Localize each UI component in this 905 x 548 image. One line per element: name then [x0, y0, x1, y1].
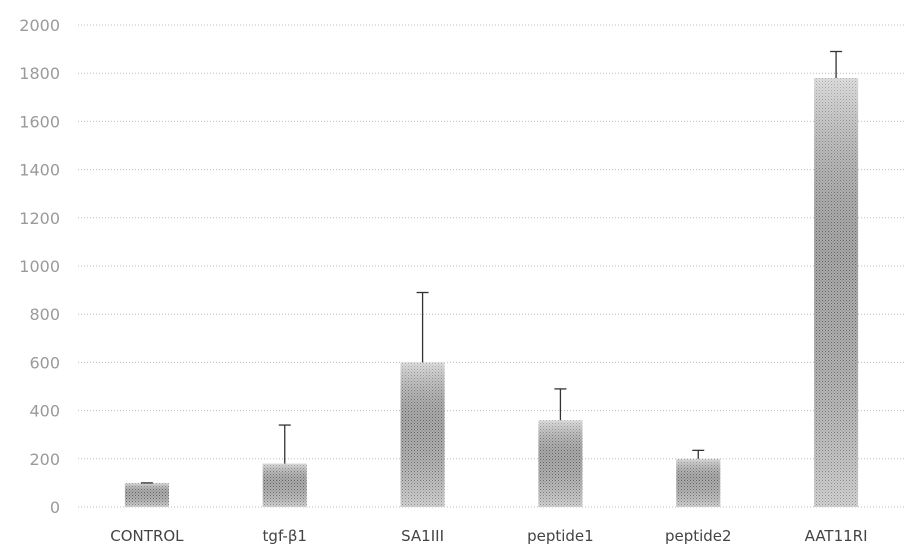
x-category-label: SA1III: [401, 527, 444, 545]
x-axis-category-labels: CONTROL tgf-β1 SA1III peptide1 peptide2 AAT11…: [110, 527, 867, 545]
error-bars: [140, 50, 843, 484]
gridlines: [78, 24, 905, 508]
bar: [124, 482, 169, 507]
y-tick-label: 1800: [19, 64, 60, 83]
x-category-label: peptide1: [527, 527, 594, 545]
y-tick-label: 1200: [19, 209, 60, 228]
error-bar: [278, 424, 291, 464]
x-category-label: AAT11RI: [805, 527, 868, 545]
y-tick-label: 400: [29, 402, 60, 421]
y-tick-label: 1400: [19, 161, 60, 180]
y-tick-label: 1600: [19, 112, 60, 131]
x-category-label: peptide2: [665, 527, 732, 545]
y-tick-label: 2000: [19, 16, 60, 35]
y-tick-label: 800: [29, 305, 60, 324]
bar-shading: [538, 420, 583, 507]
bar-shading: [400, 362, 445, 507]
error-bar: [416, 291, 429, 363]
bar: [400, 362, 445, 507]
y-tick-label: 0: [50, 498, 60, 517]
bar-shading: [124, 482, 169, 507]
y-axis-tick-labels: 0 200 400 600 800 1000 1200 1400 1600 1800 2000: [19, 16, 60, 517]
y-tick-label: 600: [29, 353, 60, 372]
bar: [538, 420, 583, 507]
bar: [676, 458, 721, 507]
bar: [262, 463, 307, 507]
error-bar: [692, 449, 705, 459]
x-category-label: CONTROL: [110, 527, 184, 545]
y-tick-label: 1000: [19, 257, 60, 276]
bar-shading: [676, 458, 721, 507]
y-tick-label: 200: [29, 450, 60, 469]
bar-shading: [262, 463, 307, 507]
error-bar: [554, 388, 567, 421]
x-category-label: tgf-β1: [263, 527, 307, 545]
bars: [124, 78, 859, 508]
error-bar: [830, 50, 843, 79]
bar: [814, 78, 859, 508]
bar-shading: [814, 78, 859, 508]
